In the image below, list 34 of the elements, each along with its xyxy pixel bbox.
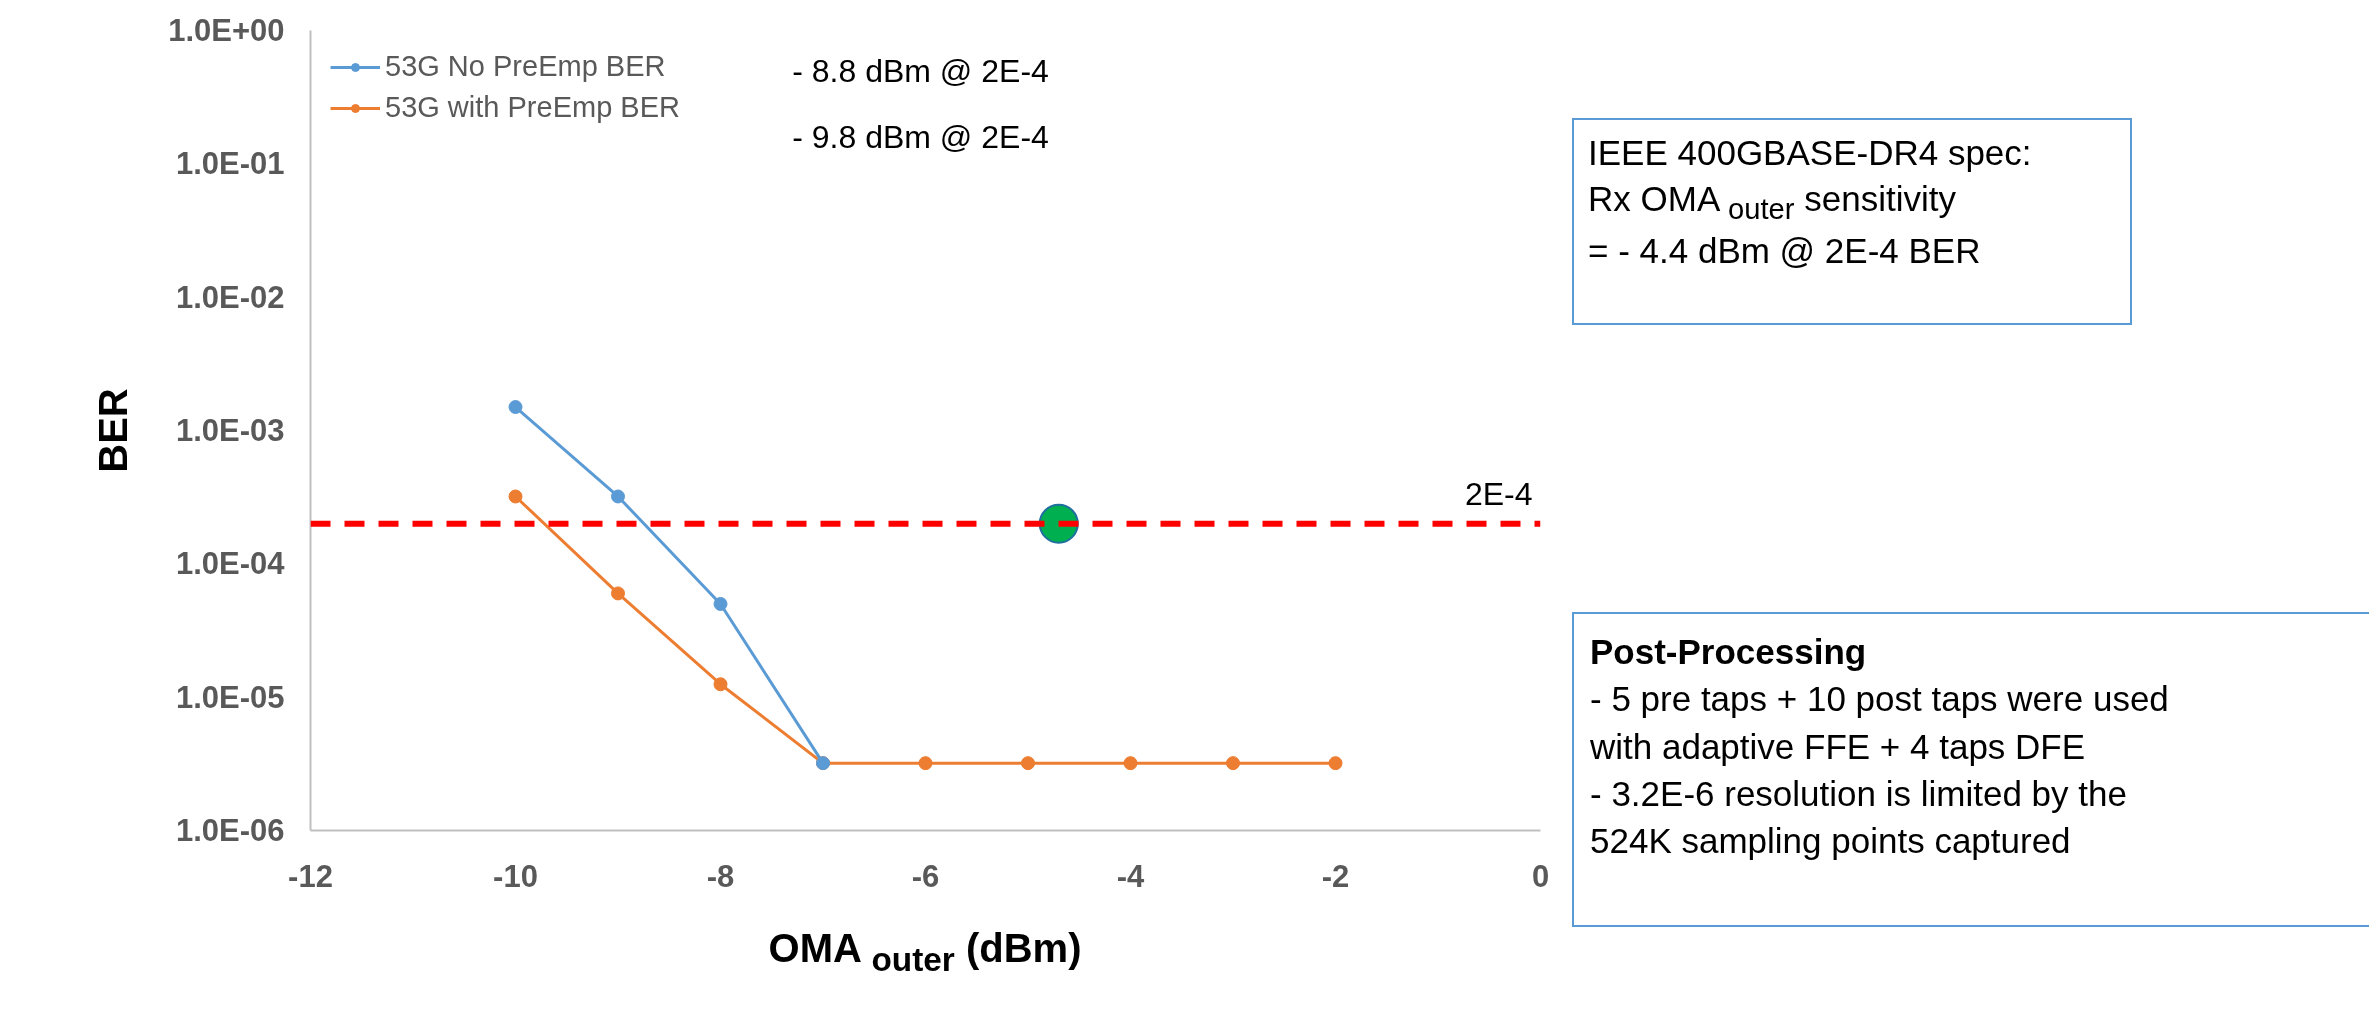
point: [713, 677, 728, 692]
y-tick-label: 1.0E-01: [175, 146, 285, 182]
x-tick-label: 0: [1531, 858, 1550, 894]
x-tick-label: -10: [493, 858, 538, 894]
point: [611, 586, 625, 601]
y-tick-label: 1.0E+00: [168, 13, 285, 48]
x-axis-title: OMA $_{outer}$ (dBm): [768, 925, 1082, 980]
y-tick-label: 1.0E-06: [175, 813, 285, 848]
point: [1328, 756, 1343, 771]
text: Post-Processing - 5 pre taps + 10 post taps were used with adaptive FFE + 4 taps DFE - 3.2E-6 resolution is limited by the 524K sampling points captured: [1590, 631, 2169, 862]
point: [508, 400, 523, 415]
y-tick-label: 1.0E-05: [175, 679, 285, 715]
x-tick-label: -4: [1116, 858, 1146, 894]
point: [611, 489, 625, 504]
y-tick-label: 1.0E-03: [175, 413, 285, 448]
text: IEEE 400GBASE-DR4 spec: Rx OMA $_{outer}$ sensitivity = - 4.4 dBm @ 2E-4 BER: [1588, 132, 2032, 273]
x-tick-label: -6: [911, 858, 940, 894]
annotation: - 9.8 dBm @ 2E-4: [792, 118, 1049, 155]
y-axis-title: BER: [91, 388, 136, 473]
x-tick-label: -8: [706, 858, 735, 894]
legend-label: 53G with PreEmp BER: [385, 91, 680, 124]
point: [713, 596, 728, 611]
point: [1021, 756, 1035, 771]
legend-label: 53G No PreEmp BER: [385, 50, 666, 83]
point: [508, 489, 523, 504]
annotation: - 8.8 dBm @ 2E-4: [792, 52, 1049, 89]
point: [918, 756, 933, 771]
x-tick-label: -2: [1321, 858, 1350, 894]
y-tick-label: 1.0E-02: [175, 279, 285, 315]
ref-line-label: 2E-4: [1464, 475, 1533, 512]
point: [1123, 756, 1138, 771]
point: [1226, 756, 1240, 771]
x-tick-label: -12: [288, 858, 333, 894]
y-tick-label: 1.0E-04: [175, 546, 286, 582]
